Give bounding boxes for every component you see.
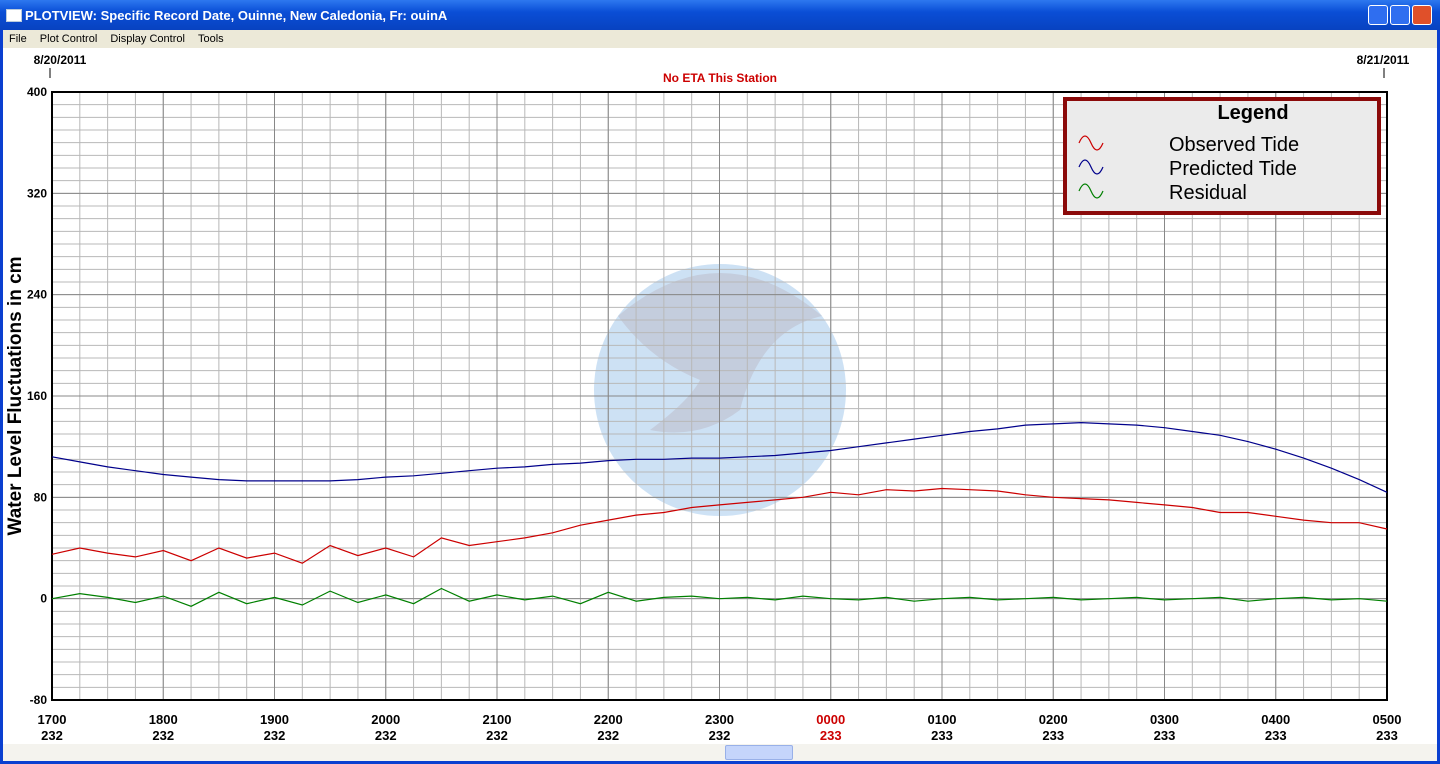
x-day-label: 232 xyxy=(375,728,397,743)
chart: 8/20/2011 8/21/2011 No ETA This Station … xyxy=(5,53,1410,743)
x-tick-label: 0300 xyxy=(1150,712,1179,727)
x-day-label: 232 xyxy=(709,728,731,743)
x-day-label: 233 xyxy=(931,728,953,743)
scroll-thumb[interactable] xyxy=(725,745,793,760)
horizontal-scrollbar[interactable] xyxy=(3,744,1437,761)
y-tick-label: 160 xyxy=(27,389,47,403)
x-tick-label: 0500 xyxy=(1373,712,1402,727)
legend-label: Predicted Tide xyxy=(1169,158,1297,180)
x-tick-label: 2000 xyxy=(371,712,400,727)
x-tick-label: 0200 xyxy=(1039,712,1068,727)
y-tick-label: 0 xyxy=(40,592,47,606)
menu-item[interactable]: Plot Control xyxy=(39,33,98,45)
x-tick-label: 1700 xyxy=(38,712,67,727)
menu-item[interactable]: File xyxy=(9,33,27,45)
maximize-button[interactable] xyxy=(1390,5,1410,25)
y-tick-label: -80 xyxy=(30,693,48,707)
x-tick-label: 2100 xyxy=(483,712,512,727)
series-line xyxy=(51,587,1388,607)
x-tick-label: 2300 xyxy=(705,712,734,727)
legend-swatch xyxy=(1078,135,1104,151)
x-tick-label: 1800 xyxy=(149,712,178,727)
window-title: PLOTVIEW: Specific Record Date, Ouinne, … xyxy=(25,8,448,23)
menu-item[interactable]: Tools xyxy=(198,33,224,45)
legend-swatch xyxy=(1078,159,1104,175)
app-icon xyxy=(6,9,22,22)
y-axis-label: Water Level Fluctuations in cm xyxy=(5,256,26,535)
y-tick-label: 320 xyxy=(27,186,47,200)
x-day-label: 232 xyxy=(486,728,508,743)
start-date: 8/20/2011 xyxy=(34,53,87,67)
legend-title: Legend xyxy=(1217,102,1288,124)
x-day-label: 232 xyxy=(41,728,63,743)
end-date: 8/21/2011 xyxy=(1357,53,1410,67)
plot-frame xyxy=(51,91,1388,701)
legend-label: Observed Tide xyxy=(1169,134,1299,156)
x-day-label: 233 xyxy=(1042,728,1064,743)
y-tick-label: 240 xyxy=(27,288,47,302)
x-day-label: 232 xyxy=(152,728,174,743)
x-tick-label: 1900 xyxy=(260,712,289,727)
y-tick-label: 80 xyxy=(34,490,48,504)
x-tick-label: 0400 xyxy=(1261,712,1290,727)
menu-item[interactable]: Display Control xyxy=(110,33,185,45)
x-day-label: 233 xyxy=(1376,728,1398,743)
x-tick-label: 0100 xyxy=(928,712,957,727)
x-day-label: 232 xyxy=(264,728,286,743)
menu-bar: File Plot Control Display Control Tools xyxy=(3,30,1437,48)
legend-label: Residual xyxy=(1169,182,1247,204)
x-day-label: 233 xyxy=(820,728,842,743)
legend-swatch xyxy=(1078,183,1104,199)
x-tick-label: 2200 xyxy=(594,712,623,727)
legend-box xyxy=(1063,97,1381,215)
close-button[interactable] xyxy=(1412,5,1432,25)
x-day-label: 233 xyxy=(1265,728,1287,743)
title-bar: PLOTVIEW: Specific Record Date, Ouinne, … xyxy=(0,0,1440,30)
x-tick-label: 0000 xyxy=(816,712,845,727)
x-day-label: 233 xyxy=(1154,728,1176,743)
series-line xyxy=(51,421,1388,493)
y-tick-label: 400 xyxy=(27,85,47,99)
x-day-label: 232 xyxy=(597,728,619,743)
series-line xyxy=(51,487,1388,564)
minimize-button[interactable] xyxy=(1368,5,1388,25)
station-note: No ETA This Station xyxy=(663,71,777,85)
